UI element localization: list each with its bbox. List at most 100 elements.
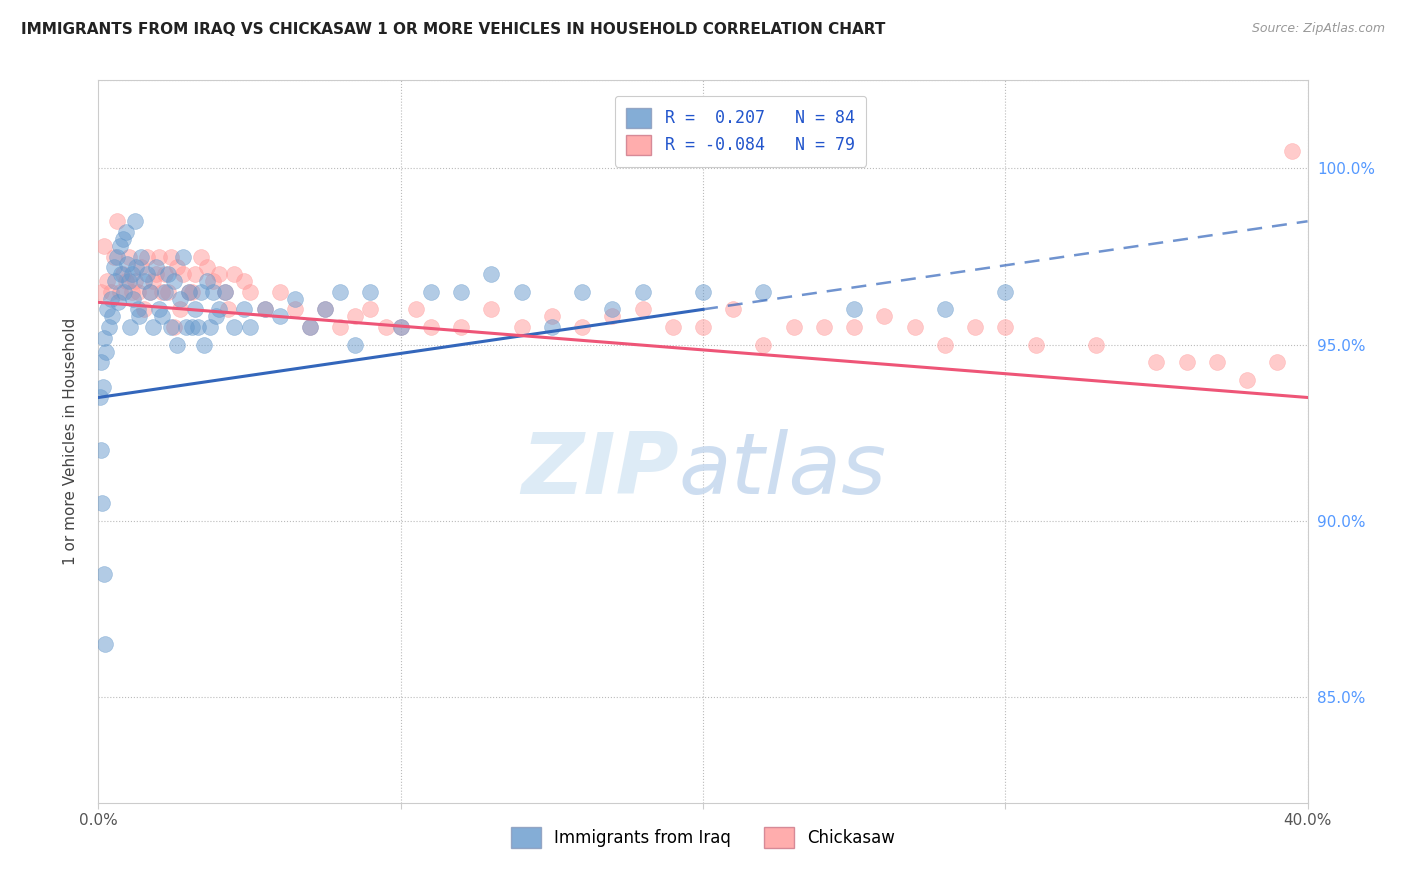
Point — [179, 285, 201, 299]
Point — [783, 320, 806, 334]
Point — [405, 302, 427, 317]
Point — [129, 260, 152, 274]
Point — [148, 302, 170, 317]
Point — [96, 274, 118, 288]
Point — [172, 250, 194, 264]
Point — [510, 285, 533, 299]
Point — [205, 310, 228, 324]
Text: atlas: atlas — [679, 429, 887, 512]
Point — [124, 274, 146, 288]
Point — [752, 285, 775, 299]
Y-axis label: 1 or more Vehicles in Household: 1 or more Vehicles in Household — [63, 318, 77, 566]
Point — [142, 274, 165, 288]
Point — [661, 320, 683, 334]
Point — [90, 285, 112, 299]
Point — [145, 260, 167, 274]
Point — [1267, 355, 1289, 369]
Point — [107, 295, 129, 310]
Point — [200, 320, 222, 334]
Point — [284, 292, 307, 306]
Point — [269, 310, 291, 324]
Point — [389, 320, 412, 334]
Point — [844, 302, 866, 317]
Point — [239, 285, 262, 299]
Point — [1085, 337, 1108, 351]
Point — [169, 302, 191, 317]
Point — [160, 250, 183, 264]
Point — [540, 310, 562, 324]
Point — [752, 337, 775, 351]
Point — [103, 260, 125, 274]
Point — [166, 337, 188, 351]
Point — [994, 320, 1017, 334]
Point — [150, 310, 173, 324]
Point — [91, 496, 114, 510]
Point — [253, 302, 276, 317]
Point — [184, 302, 207, 317]
Point — [114, 225, 136, 239]
Point — [166, 260, 188, 274]
Point — [232, 302, 254, 317]
Point — [172, 267, 194, 281]
Point — [450, 285, 472, 299]
Point — [93, 566, 115, 581]
Point — [101, 310, 124, 324]
Point — [93, 330, 115, 344]
Point — [118, 274, 141, 288]
Point — [692, 285, 714, 299]
Text: Source: ZipAtlas.com: Source: ZipAtlas.com — [1251, 22, 1385, 36]
Point — [163, 274, 186, 288]
Point — [602, 310, 624, 324]
Point — [105, 214, 128, 228]
Point — [1206, 355, 1229, 369]
Point — [904, 320, 927, 334]
Text: IMMIGRANTS FROM IRAQ VS CHICKASAW 1 OR MORE VEHICLES IN HOUSEHOLD CORRELATION CH: IMMIGRANTS FROM IRAQ VS CHICKASAW 1 OR M… — [21, 22, 886, 37]
Point — [127, 285, 149, 299]
Point — [169, 292, 191, 306]
Point — [114, 274, 136, 288]
Point — [190, 285, 212, 299]
Point — [112, 285, 135, 299]
Point — [1024, 337, 1046, 351]
Point — [190, 250, 212, 264]
Point — [360, 285, 382, 299]
Point — [374, 320, 396, 334]
Point — [208, 302, 231, 317]
Point — [91, 380, 114, 394]
Point — [118, 250, 141, 264]
Point — [195, 274, 218, 288]
Point — [214, 285, 236, 299]
Point — [253, 302, 276, 317]
Point — [181, 320, 204, 334]
Point — [139, 285, 162, 299]
Point — [217, 302, 239, 317]
Point — [156, 285, 179, 299]
Point — [844, 320, 866, 334]
Point — [174, 320, 197, 334]
Point — [934, 337, 956, 351]
Point — [132, 274, 155, 288]
Point — [121, 267, 143, 281]
Point — [481, 302, 503, 317]
Point — [128, 310, 150, 324]
Point — [214, 285, 236, 299]
Point — [110, 267, 132, 281]
Point — [224, 267, 246, 281]
Point — [299, 320, 322, 334]
Point — [1236, 373, 1258, 387]
Point — [450, 320, 472, 334]
Point — [934, 302, 956, 317]
Text: ZIP: ZIP — [522, 429, 679, 512]
Point — [142, 320, 165, 334]
Point — [224, 320, 246, 334]
Point — [344, 310, 367, 324]
Point — [111, 267, 134, 281]
Point — [127, 302, 149, 317]
Point — [602, 302, 624, 317]
Point — [108, 285, 131, 299]
Point — [129, 250, 152, 264]
Point — [98, 320, 121, 334]
Point — [132, 302, 155, 317]
Point — [965, 320, 987, 334]
Point — [100, 292, 122, 306]
